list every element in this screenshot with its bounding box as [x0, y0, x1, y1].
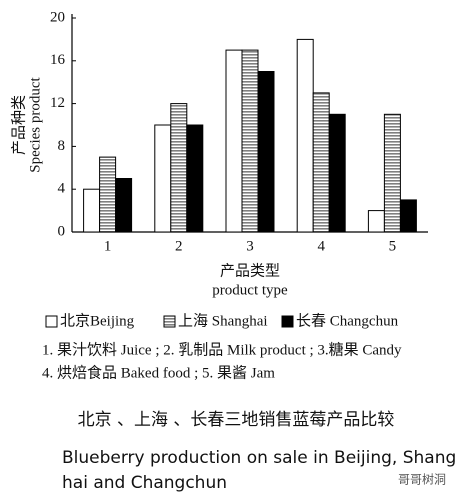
y-tick-label: 16: [50, 52, 66, 68]
bar: [241, 49, 259, 233]
legend-swatch: [281, 315, 294, 328]
y-tick-label: 8: [58, 138, 66, 154]
y-tick-label: 12: [50, 95, 65, 111]
bar: [115, 178, 133, 233]
bar: [186, 124, 204, 233]
x-axis-title: product type: [212, 282, 288, 298]
x-axis-title: 产品类型: [220, 262, 280, 279]
bar: [296, 38, 314, 233]
x-tick-label: 4: [317, 238, 325, 254]
note: 4. 烘焙食品 Baked food ; 5. 果酱 Jam: [42, 364, 275, 381]
bar: [257, 71, 275, 233]
caption: hai and Changchun: [62, 473, 227, 493]
bar: [154, 124, 172, 233]
x-tick-label: 5: [389, 238, 397, 254]
watermark: 哥哥树洞: [398, 472, 446, 487]
bar: [367, 210, 385, 233]
y-tick-label: 4: [58, 181, 66, 197]
x-tick-label: 2: [175, 238, 183, 254]
bar: [328, 113, 346, 233]
legend-swatch: [45, 315, 58, 328]
bar: [170, 103, 188, 233]
legend-swatch: [163, 315, 176, 328]
bar: [312, 92, 330, 233]
x-tick-label: 1: [104, 238, 112, 254]
y-axis-title: 产品种类: [10, 95, 27, 155]
caption: Blueberry production on sale in Beijing,…: [62, 448, 455, 468]
y-axis-title: Species product: [27, 76, 43, 172]
legend-label: 上海 Shanghai: [178, 312, 268, 329]
bar: [225, 49, 243, 233]
bar: [383, 113, 401, 233]
bar: [83, 188, 101, 233]
bar: [399, 199, 417, 233]
y-tick-label: 20: [50, 9, 65, 25]
note: 1. 果汁饮料 Juice ; 2. 乳制品 Milk product ; 3.…: [42, 341, 402, 358]
y-tick-label: 0: [58, 223, 66, 239]
caption: 北京 、上海 、长春三地销售蓝莓产品比较: [78, 410, 395, 430]
bar: [99, 156, 117, 233]
x-tick-label: 3: [246, 238, 254, 254]
legend-label: 北京Beijing: [60, 312, 135, 329]
legend-label: 长春 Changchun: [296, 312, 399, 329]
